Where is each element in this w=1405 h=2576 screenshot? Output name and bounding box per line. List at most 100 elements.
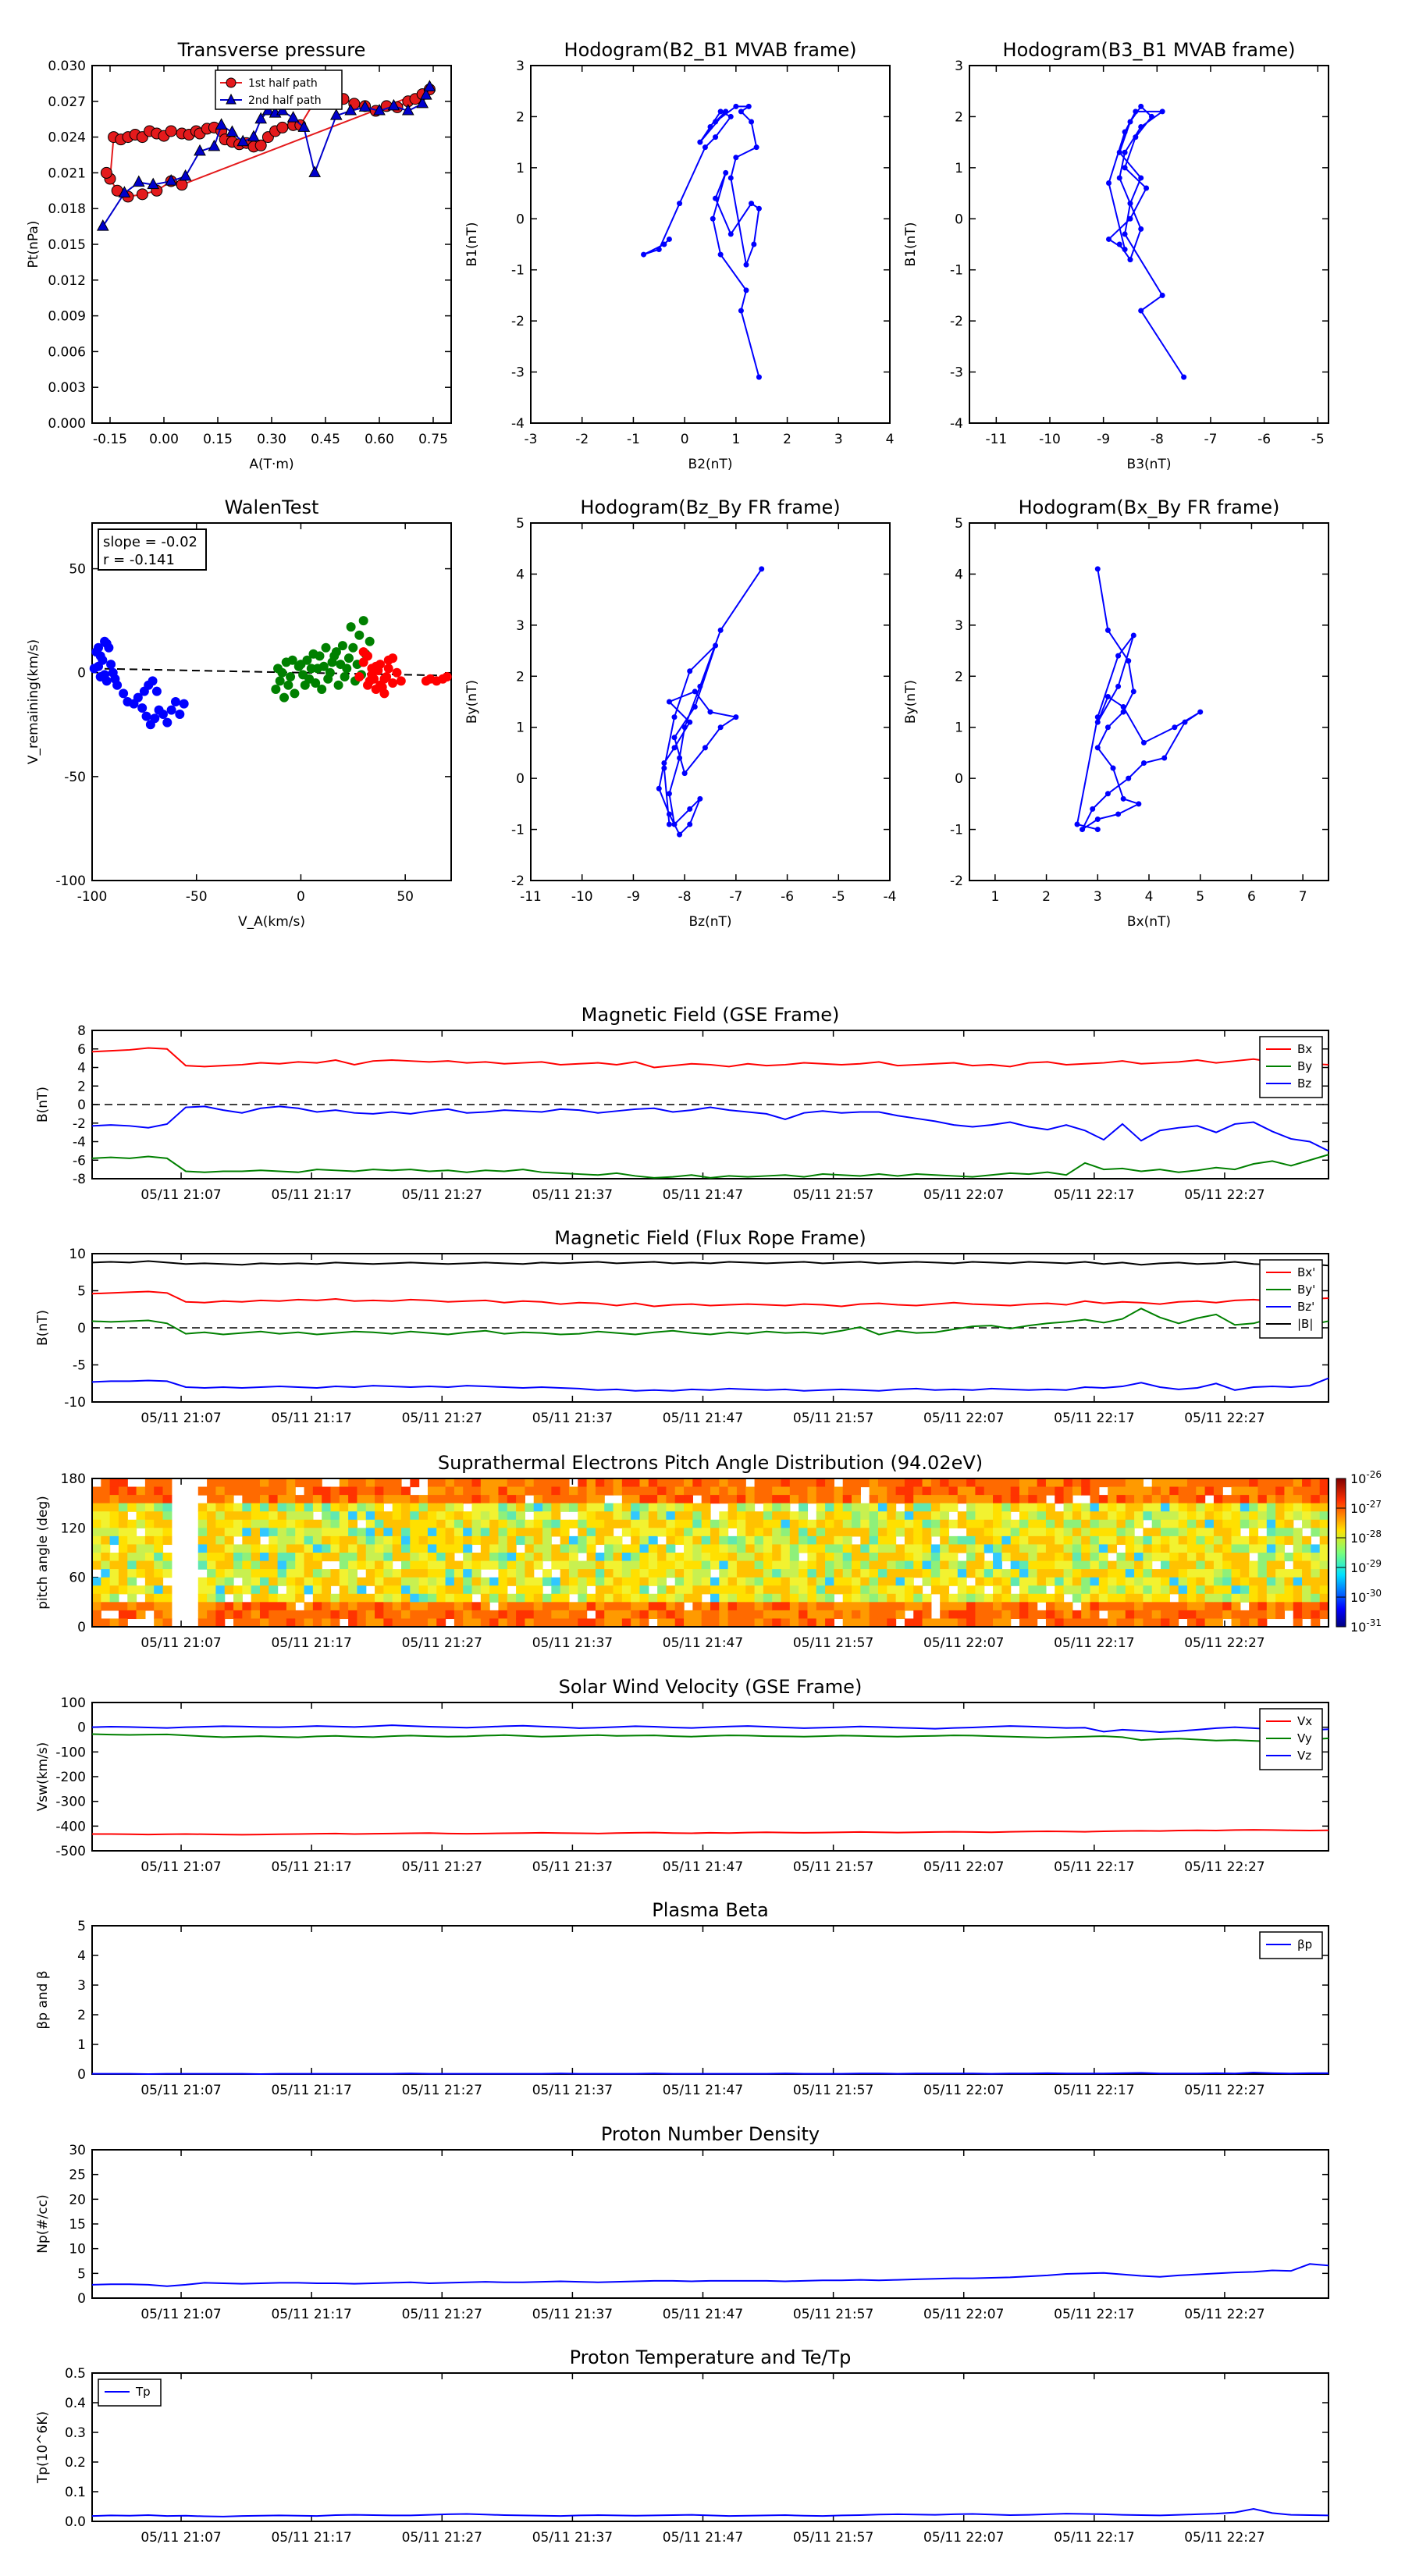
heatmap-cell [1186, 1560, 1197, 1570]
heatmap-cell [993, 1593, 1002, 1603]
heatmap-cell [242, 1618, 252, 1628]
heatmap-cell [895, 1593, 905, 1603]
heatmap-cell [745, 1511, 756, 1521]
heatmap-cell [745, 1602, 756, 1611]
heatmap-cell [922, 1569, 932, 1578]
heatmap-cell [560, 1544, 570, 1553]
x-tick-label: 05/11 21:27 [402, 1635, 482, 1651]
heatmap-cell [1240, 1535, 1250, 1546]
heatmap-cell [1045, 1560, 1055, 1570]
heatmap-cell [365, 1618, 375, 1628]
heatmap-cell [834, 1544, 844, 1553]
heatmap-cell [975, 1602, 985, 1611]
y-tick-label: 0 [516, 212, 525, 227]
heatmap-cell [207, 1535, 216, 1546]
heatmap-cell [154, 1511, 164, 1521]
heatmap-cell [92, 1585, 101, 1595]
heatmap-cell [322, 1553, 332, 1562]
heatmap-cell [286, 1528, 296, 1537]
data-point [713, 642, 719, 649]
heatmap-cell [242, 1560, 252, 1570]
heatmap-cell [895, 1602, 905, 1611]
heatmap-cell [357, 1560, 367, 1570]
heatmap-cell [1169, 1618, 1179, 1628]
data-point [94, 642, 104, 653]
heatmap-cell [277, 1519, 287, 1528]
data-point [329, 109, 343, 120]
heatmap-cell [101, 1602, 111, 1611]
heatmap-cell [1125, 1478, 1135, 1488]
heatmap-cell [1143, 1560, 1153, 1570]
heatmap-cell [869, 1486, 879, 1496]
heatmap-cell [1090, 1618, 1100, 1628]
x-tick-label: 05/11 22:27 [1184, 1635, 1264, 1651]
heatmap-cell [913, 1593, 923, 1603]
heatmap-cell [1222, 1577, 1232, 1586]
y-tick-label: 2 [77, 2008, 86, 2023]
heatmap-cell [975, 1593, 985, 1603]
heatmap-cell [436, 1478, 446, 1488]
heatmap-cell [207, 1495, 216, 1504]
heatmap-cell [922, 1503, 932, 1512]
heatmap-cell [1045, 1486, 1055, 1496]
heatmap-cell [144, 1486, 155, 1496]
heatmap-cell [551, 1511, 561, 1521]
heatmap-cell [789, 1593, 799, 1603]
heatmap-cell [993, 1519, 1002, 1528]
heatmap-cell [259, 1560, 269, 1570]
heatmap-cell [1222, 1519, 1232, 1528]
heatmap-cell [1161, 1495, 1170, 1504]
heatmap-cell [825, 1569, 834, 1578]
heatmap-cell [631, 1560, 641, 1570]
heatmap-cell [101, 1495, 111, 1504]
heatmap-cell [781, 1528, 791, 1537]
heatmap-cell [242, 1602, 252, 1611]
heatmap-cell [657, 1486, 667, 1496]
heatmap-cell [560, 1553, 570, 1562]
heatmap-cell [312, 1593, 322, 1603]
heatmap-cell [312, 1478, 322, 1488]
chart-title: Magnetic Field (Flux Rope Frame) [554, 1227, 866, 1249]
data-point [1120, 709, 1126, 715]
heatmap-cell [471, 1478, 482, 1488]
heatmap-cell [542, 1495, 552, 1504]
heatmap-cell [904, 1618, 914, 1628]
heatmap-cell [648, 1560, 658, 1570]
heatmap-cell [825, 1544, 834, 1553]
heatmap-cell [719, 1486, 729, 1496]
heatmap-cell [745, 1618, 756, 1628]
heatmap-cell [1072, 1478, 1082, 1488]
heatmap-cell [692, 1602, 702, 1611]
legend-box [215, 69, 343, 110]
heatmap-cell [136, 1585, 146, 1595]
heatmap-cell [922, 1535, 932, 1546]
x-tick-label: 05/11 22:17 [1054, 1635, 1134, 1651]
heatmap-cell [754, 1553, 764, 1562]
data-point [687, 719, 693, 725]
heatmap-cell [560, 1503, 570, 1512]
heatmap-cell [312, 1560, 322, 1570]
y-axis-label: By(nT) [464, 680, 480, 724]
heatmap-cell [657, 1585, 667, 1595]
heatmap-cell [993, 1610, 1002, 1620]
heatmap-cell [842, 1585, 852, 1595]
heatmap-cell [621, 1602, 631, 1611]
x-tick-label: 05/11 21:37 [532, 2530, 613, 2546]
heatmap-cell [1098, 1577, 1108, 1586]
heatmap-cell [1090, 1495, 1100, 1504]
heatmap-cell [118, 1560, 128, 1570]
heatmap-cell [330, 1610, 340, 1620]
heatmap-cell [904, 1553, 914, 1562]
heatmap-cell [525, 1528, 535, 1537]
heatmap-cell [940, 1610, 950, 1620]
heatmap-cell [312, 1553, 322, 1562]
heatmap-cell [799, 1503, 809, 1512]
heatmap-cell [1116, 1519, 1126, 1528]
data-point [308, 165, 322, 177]
heatmap-cell [807, 1618, 817, 1628]
heatmap-cell [1072, 1585, 1082, 1595]
heatmap-cell [375, 1503, 384, 1512]
x-axis-label: A(T·m) [249, 457, 293, 472]
heatmap-cell [1028, 1495, 1038, 1504]
